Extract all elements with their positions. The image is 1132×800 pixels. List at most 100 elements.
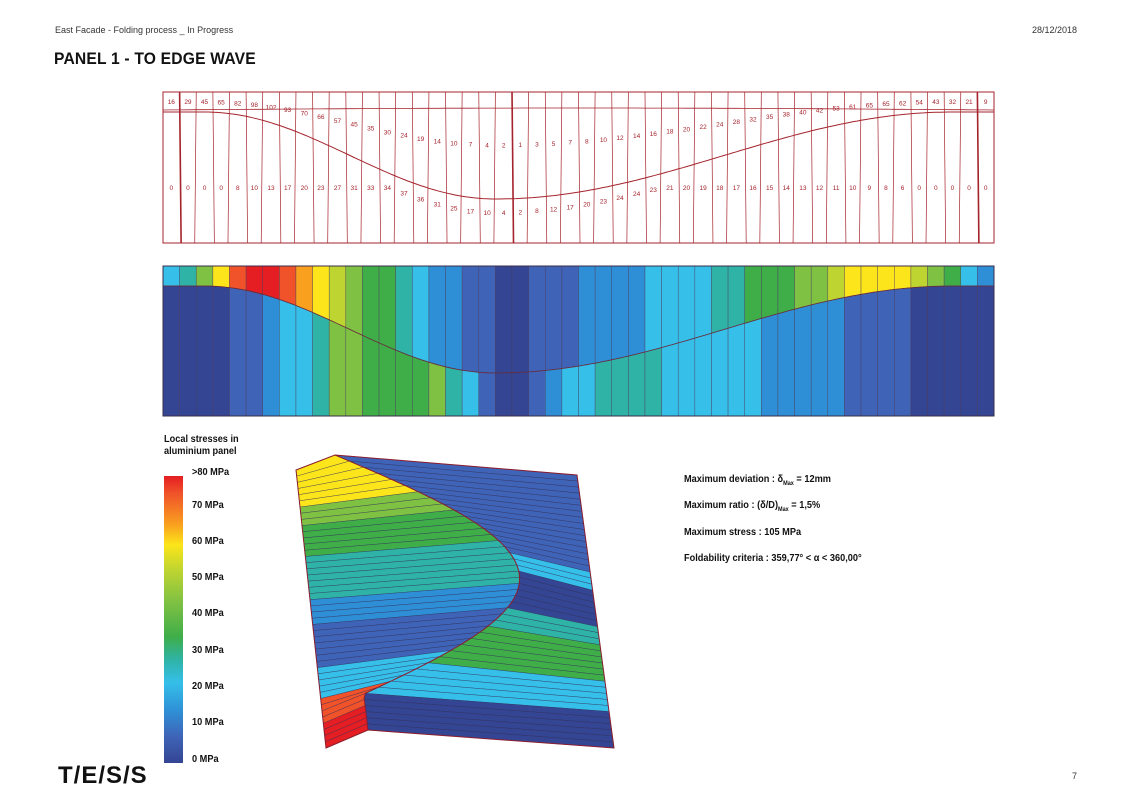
legend-label-10: 10 MPa [192,717,224,728]
strip-top-value: 35 [367,126,375,133]
strip-bottom-value: 20 [683,185,691,192]
strip-top-value: 57 [334,118,342,125]
strip-top-value: 30 [384,129,392,136]
page-number: 7 [1071,771,1077,781]
strip-top-value: 35 [766,114,774,121]
strip-bottom-value: 9 [868,185,872,192]
strip-fold-line [792,91,795,244]
max-stress-text: Maximum stress : 105 MPa [684,527,802,538]
strip-bottom-value: 0 [219,185,223,192]
legend-label-0: 0 MPa [192,754,219,765]
strip-bottom-value: 0 [934,185,938,192]
strip-bottom-value: 37 [400,190,408,197]
strip-bottom-value: 18 [716,185,724,192]
strip-bottom-value: 34 [384,185,392,192]
strip-bottom-value: 24 [633,191,641,198]
strip-top-value: 102 [266,104,277,111]
strip-bottom-value: 4 [502,210,506,217]
strip-bottom-value: 6 [901,185,905,192]
strip-top-value: 10 [600,137,608,144]
strip-bottom-value: 11 [833,185,840,192]
strip-top-value: 7 [568,140,572,147]
max-deviation-text: Maximum deviation : δMax = 12mm [684,474,831,487]
strip-bottom-value: 0 [203,185,207,192]
strip-top-value: 7 [469,142,473,149]
strip-fold-line [212,91,215,244]
strip-top-value: 43 [932,99,940,106]
strip-bottom-value: 0 [186,185,190,192]
strip-fold-line [327,91,330,244]
strip-fold-line [810,91,814,244]
strip-top-value: 65 [218,99,226,106]
strip-fold-line [544,91,548,244]
strip-bottom-value: 23 [600,199,608,206]
strip-bottom-value: 0 [951,185,955,192]
strip-bottom-value: 8 [535,208,539,215]
strip-fold-line [493,91,496,244]
strip-fold-line [560,91,563,244]
strip-fold-line [478,91,481,244]
strip-top-value: 24 [400,133,408,140]
panel-fold-edge [334,454,521,731]
strip-fold-line [511,91,515,244]
strip-top-value: 70 [301,110,309,117]
strip-fold-line [892,91,895,244]
strip-fold-line [958,91,962,244]
strip-fold-line [445,91,448,244]
strip-bottom-value: 0 [169,185,173,192]
strip-fold-line [659,91,662,244]
strip-bottom-value: 33 [367,185,375,192]
strip-top-value: 32 [949,99,957,106]
stress-color-scale [164,476,183,763]
strip-bottom-value: 31 [351,185,359,192]
page-title: PANEL 1 - TO EDGE WAVE [54,49,256,68]
strip-fold-line [294,91,297,244]
strip-top-value: 65 [882,101,890,108]
strip-bottom-value: 23 [650,187,658,194]
strip-fold-line [825,91,829,244]
legend-label-30: 30 MPa [192,645,224,656]
strip-fold-line [859,91,862,244]
strip-fold-line [692,91,696,244]
strip-fold-line [611,91,614,244]
strip-fold-line [943,91,946,244]
strip-fold-line [626,91,629,244]
strip-top-value: 98 [251,102,259,109]
strip-top-value: 9 [984,99,988,106]
strip-bottom-value: 8 [236,185,240,192]
strip-fold-line [976,91,980,244]
strip-fold-line [345,91,348,244]
strip-fold-line [910,91,913,244]
strip-bottom-value: 15 [766,185,774,192]
strip-fold-line [844,91,847,244]
strip-top-value: 20 [683,126,691,133]
strip-top-value: 10 [450,140,458,147]
strip-fold-line [526,91,529,244]
strip-bottom-value: 14 [783,185,791,192]
strip-bottom-value: 19 [700,185,708,192]
strip-top-value: 28 [733,119,741,126]
strip-top-value: 32 [749,116,757,123]
strip-bottom-value: 0 [967,185,971,192]
strip-bottom-value: 13 [799,185,807,192]
strip-fold-line [378,91,381,244]
strip-bottom-value: 10 [251,185,259,192]
strip-bottom-value: 13 [267,185,275,192]
strip-bottom-value: 20 [301,185,309,192]
strip-fold-line [677,91,681,244]
strip-top-value: 61 [849,104,857,111]
strip-top-value: 22 [700,124,708,131]
strip-top-value: 12 [616,135,624,142]
strip-top-value: 16 [650,131,658,138]
strip-fold-line [593,91,596,244]
strip-bottom-value: 23 [317,185,325,192]
strip-fold-line [759,91,762,244]
strip-fold-line [393,91,397,244]
strip-bottom-value: 12 [816,185,824,192]
legend-label-60: 60 MPa [192,536,224,547]
strip-bottom-value: 31 [434,202,442,209]
legend-label-80: >80 MPa [192,467,230,478]
strip-fold-line [711,91,714,244]
panel-outline [295,454,615,749]
